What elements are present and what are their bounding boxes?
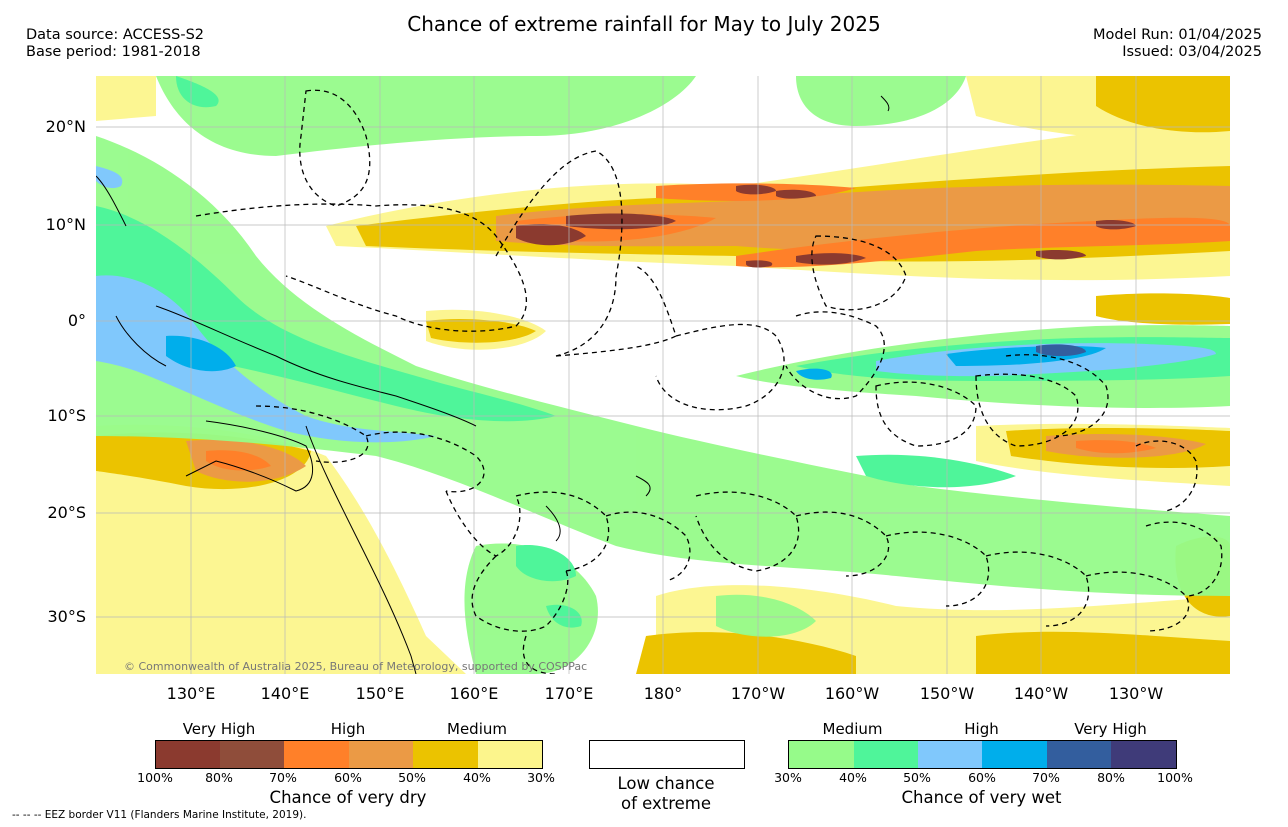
dry-swatch-5 bbox=[413, 741, 478, 768]
dry-category-very-high: Very High bbox=[182, 720, 256, 738]
lon-label-160e: 160°E bbox=[449, 684, 499, 703]
eez-footnote: -- -- -- EEZ border V11 (Flanders Marine… bbox=[12, 809, 307, 821]
dry-swatch-2 bbox=[220, 741, 284, 768]
wet-tick-40: 40% bbox=[839, 770, 867, 785]
data-source-info: Data source: ACCESS-S2 Base period: 1981… bbox=[26, 27, 204, 61]
lat-label-10s: 10°S bbox=[47, 406, 86, 425]
rainfall-map bbox=[96, 76, 1230, 674]
dry-tick-30: 30% bbox=[527, 770, 555, 785]
rainfall-map-canvas bbox=[96, 76, 1230, 674]
copyright-notice: © Commonwealth of Australia 2025, Bureau… bbox=[124, 660, 588, 673]
dry-swatch-4 bbox=[349, 741, 413, 768]
wet-legend-title: Chance of very wet bbox=[901, 788, 1062, 807]
dry-tick-60: 60% bbox=[334, 770, 362, 785]
eez-borders bbox=[195, 89, 1223, 674]
dry-tick-80: 80% bbox=[205, 770, 233, 785]
coastlines bbox=[96, 95, 890, 674]
low-chance-line2: of extreme bbox=[620, 794, 712, 813]
dry-swatch-1 bbox=[156, 741, 220, 768]
wet-tick-30: 30% bbox=[774, 770, 802, 785]
lon-label-180: 180° bbox=[643, 684, 683, 703]
lon-label-150w: 150°W bbox=[919, 684, 975, 703]
lon-label-140w: 140°W bbox=[1013, 684, 1069, 703]
wet-swatch-2 bbox=[854, 741, 918, 768]
lon-label-160w: 160°W bbox=[824, 684, 880, 703]
wet-swatch-4 bbox=[982, 741, 1047, 768]
issued-label: Issued: 03/04/2025 bbox=[1122, 44, 1262, 60]
wet-tick-60: 60% bbox=[968, 770, 996, 785]
lat-label-20n: 20°N bbox=[45, 117, 86, 136]
lon-label-170e: 170°E bbox=[544, 684, 594, 703]
dry-tick-50: 50% bbox=[398, 770, 426, 785]
wet-category-medium: Medium bbox=[822, 720, 883, 738]
dry-extreme-patches bbox=[516, 184, 1136, 268]
low-chance-label: Low chance of extreme bbox=[589, 774, 743, 814]
model-run-info: Model Run: 01/04/2025 Issued: 03/04/2025 bbox=[1093, 27, 1262, 61]
lat-label-0: 0° bbox=[67, 311, 86, 330]
lon-label-130w: 130°W bbox=[1108, 684, 1164, 703]
dry-category-medium: Medium bbox=[447, 720, 507, 738]
low-chance-swatch bbox=[589, 740, 745, 769]
wet-category-high: High bbox=[964, 720, 999, 738]
lon-label-130e: 130°E bbox=[166, 684, 216, 703]
wet-tick-70: 70% bbox=[1032, 770, 1060, 785]
wet-swatch-6 bbox=[1111, 741, 1176, 768]
dry-tick-100: 100% bbox=[137, 770, 173, 785]
wet-swatch-3 bbox=[918, 741, 982, 768]
lon-label-150e: 150°E bbox=[355, 684, 405, 703]
lon-label-140e: 140°E bbox=[260, 684, 310, 703]
dry-category-high: High bbox=[330, 720, 366, 738]
wet-extreme-patches bbox=[1036, 344, 1086, 357]
map-gridlines bbox=[96, 76, 1230, 674]
lat-label-10n: 10°N bbox=[45, 215, 86, 234]
model-run-label: Model Run: 01/04/2025 bbox=[1092, 27, 1262, 43]
map-title: Chance of extreme rainfall for May to Ju… bbox=[407, 12, 881, 36]
lat-label-30s: 30°S bbox=[47, 607, 86, 626]
dry-swatch-3 bbox=[284, 741, 349, 768]
dry-legend-colorbar bbox=[155, 740, 543, 769]
wet-legend-colorbar bbox=[788, 740, 1177, 769]
wet-swatch-5 bbox=[1047, 741, 1111, 768]
dry-tick-40: 40% bbox=[463, 770, 491, 785]
low-chance-line1: Low chance bbox=[617, 774, 715, 793]
wet-tick-80: 80% bbox=[1097, 770, 1125, 785]
wet-swatch-1 bbox=[789, 741, 854, 768]
wet-tick-100: 100% bbox=[1157, 770, 1193, 785]
wet-category-very-high: Very High bbox=[1074, 720, 1147, 738]
wet-tick-50: 50% bbox=[903, 770, 931, 785]
base-period-label: Base period: 1981-2018 bbox=[26, 44, 201, 60]
lat-label-20s: 20°S bbox=[47, 503, 86, 522]
dry-tick-70: 70% bbox=[269, 770, 297, 785]
dry-swatch-6 bbox=[478, 741, 542, 768]
dry-legend-title: Chance of very dry bbox=[269, 788, 427, 807]
lon-label-170w: 170°W bbox=[730, 684, 786, 703]
data-source-label: Data source: ACCESS-S2 bbox=[26, 27, 205, 43]
